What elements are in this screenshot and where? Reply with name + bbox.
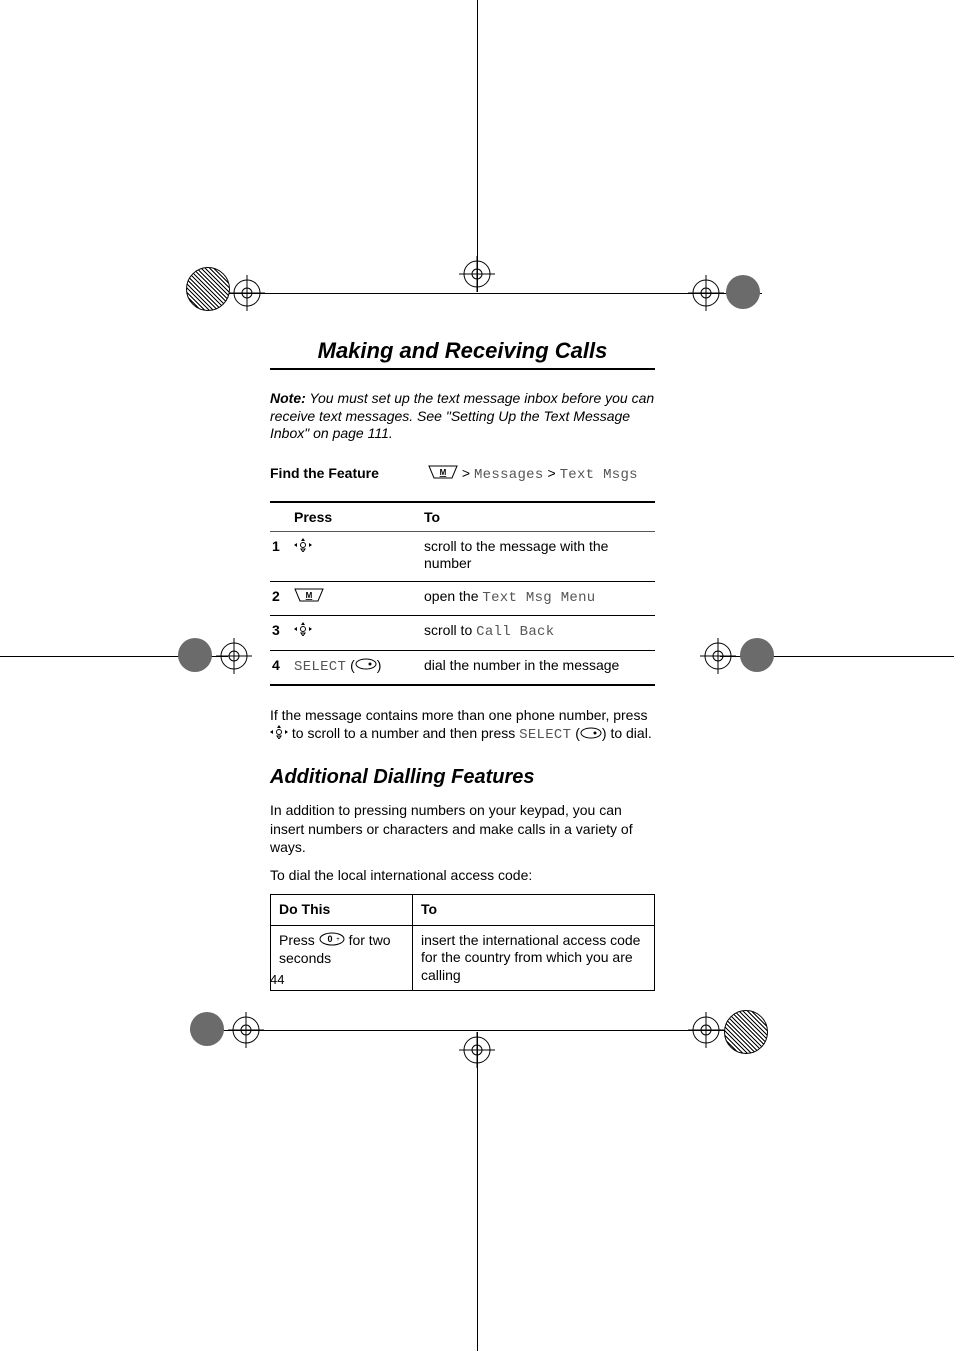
head-blank bbox=[270, 502, 292, 532]
row2-press: M bbox=[292, 581, 422, 616]
bt-row-1: Press 0+ for two seconds insert the inte… bbox=[271, 925, 655, 991]
row4-select-text: SELECT bbox=[294, 659, 346, 675]
path-messages: Messages bbox=[474, 467, 544, 483]
row4-num: 4 bbox=[270, 650, 292, 685]
chapter-title: Making and Receiving Calls bbox=[270, 338, 655, 364]
ap-e: ) to dial. bbox=[602, 725, 652, 741]
press-row-2: 2 M open the Text Msg Menu bbox=[270, 581, 655, 616]
find-feature-label: Find the Feature bbox=[270, 465, 428, 483]
row4-press: SELECT () bbox=[292, 650, 422, 685]
section2-p2: To dial the local international access c… bbox=[270, 866, 655, 884]
row1-num: 1 bbox=[270, 531, 292, 581]
bt-head-do: Do This bbox=[271, 895, 413, 926]
note-paragraph: Note: You must set up the text message i… bbox=[270, 390, 655, 443]
gt1: > bbox=[462, 465, 474, 481]
bt-r1-do: Press 0+ for two seconds bbox=[271, 925, 413, 991]
printer-crosshair-left-mid bbox=[216, 638, 252, 674]
bt-do-a: Press bbox=[279, 932, 319, 948]
printer-crosshair-br bbox=[688, 1012, 724, 1048]
printer-guide-h-top bbox=[187, 293, 762, 294]
ap-d: ( bbox=[571, 725, 580, 741]
printer-crosshair-right-mid bbox=[700, 638, 736, 674]
printer-disc-hatched-tl bbox=[186, 267, 230, 311]
printer-guide-h-bottom bbox=[190, 1030, 762, 1031]
row3-to-a: scroll to bbox=[424, 622, 476, 638]
row1-to-a: scroll to the message with the number bbox=[424, 538, 608, 572]
svg-text:0: 0 bbox=[327, 934, 332, 944]
bt-r1-to: insert the international access code for… bbox=[413, 925, 655, 991]
press-row-1: 1 scroll to the message with the number bbox=[270, 531, 655, 581]
row3-to: scroll to Call Back bbox=[422, 616, 655, 651]
nav-key-icon bbox=[270, 725, 288, 743]
row3-to-b: Call Back bbox=[476, 624, 554, 640]
do-this-table: Do This To Press 0+ for two seconds inse… bbox=[270, 894, 655, 991]
nav-key-icon bbox=[294, 622, 312, 641]
press-row-4: 4 SELECT () dial the number in the messa… bbox=[270, 650, 655, 685]
section-title-2: Additional Dialling Features bbox=[270, 766, 655, 789]
row2-to-b: Text Msg Menu bbox=[482, 590, 595, 606]
printer-guide-v-bottom bbox=[477, 1032, 478, 1351]
head-to: To bbox=[422, 502, 655, 532]
softkey-icon bbox=[580, 725, 602, 743]
row2-num: 2 bbox=[270, 581, 292, 616]
row3-press bbox=[292, 616, 422, 651]
ap-b: to scroll to a number and then press bbox=[288, 725, 519, 741]
page-content: Making and Receiving Calls Note: You mus… bbox=[270, 338, 655, 991]
printer-crosshair-tr bbox=[688, 275, 724, 311]
printer-disc-solid-right-mid bbox=[740, 638, 774, 672]
press-to-table: Press To 1 scroll to the message with th… bbox=[270, 501, 655, 687]
printer-guide-v-top bbox=[477, 0, 478, 292]
section2-p1: In addition to pressing numbers on your … bbox=[270, 801, 655, 856]
menu-key-icon: M bbox=[294, 588, 324, 607]
note-label: Note: bbox=[270, 390, 306, 406]
nav-key-icon bbox=[294, 538, 312, 557]
path-text-msgs: Text Msgs bbox=[560, 467, 638, 483]
menu-key-icon: M bbox=[428, 465, 458, 482]
printer-disc-solid-tr bbox=[726, 275, 760, 309]
press-row-3: 3 scroll to Call Back bbox=[270, 616, 655, 651]
svg-text:M: M bbox=[306, 591, 313, 600]
after-table-para: If the message contains more than one ph… bbox=[270, 706, 655, 744]
softkey-icon bbox=[355, 657, 377, 675]
head-press: Press bbox=[292, 502, 422, 532]
printer-crosshair-top bbox=[459, 256, 495, 292]
bt-head-to: To bbox=[413, 895, 655, 926]
ap-a: If the message contains more than one ph… bbox=[270, 707, 647, 723]
gt2: > bbox=[544, 465, 560, 481]
title-rule bbox=[270, 368, 655, 370]
row1-press bbox=[292, 531, 422, 581]
printer-disc-hatched-br bbox=[724, 1010, 768, 1054]
svg-text:+: + bbox=[336, 937, 340, 943]
row3-num: 3 bbox=[270, 616, 292, 651]
find-feature-path: M > Messages > Text Msgs bbox=[428, 465, 655, 483]
row4-to-a: dial the number in the message bbox=[424, 657, 619, 673]
printer-crosshair-bl bbox=[228, 1012, 264, 1048]
row2-to: open the Text Msg Menu bbox=[422, 581, 655, 616]
row1-to: scroll to the message with the number bbox=[422, 531, 655, 581]
zero-key-icon: 0+ bbox=[319, 932, 345, 951]
ap-c: SELECT bbox=[519, 727, 571, 743]
svg-text:M: M bbox=[440, 468, 447, 477]
page-number: 44 bbox=[270, 972, 284, 987]
printer-crosshair-tl bbox=[229, 275, 265, 311]
find-feature-row: Find the Feature M > Messages > Text Msg… bbox=[270, 465, 655, 483]
row2-to-a: open the bbox=[424, 588, 482, 604]
note-text: You must set up the text message inbox b… bbox=[270, 390, 654, 441]
printer-disc-solid-left-mid bbox=[178, 638, 212, 672]
row4-to: dial the number in the message bbox=[422, 650, 655, 685]
printer-disc-solid-bl bbox=[190, 1012, 224, 1046]
